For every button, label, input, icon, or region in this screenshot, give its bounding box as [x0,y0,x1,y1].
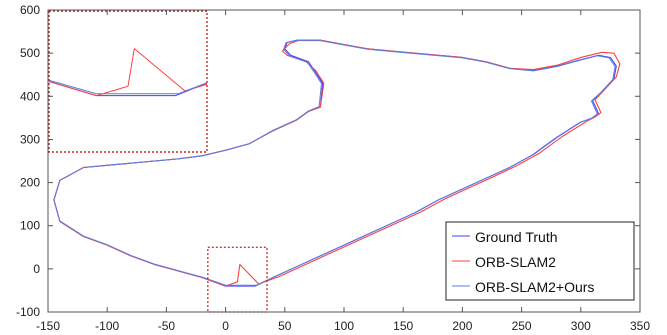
x-tick-label-0: -150 [36,319,60,333]
axis-layer: -150 -100 -50 0 50 100 150 200 250 300 350-1000100… [16,3,650,333]
x-tick-label-8: 250 [512,319,532,333]
x-tick-label-6: 150 [393,319,413,333]
y-tick-label-3: 200 [20,176,40,190]
y-tick-label-5: 400 [20,89,40,103]
y-tick-label-7: 600 [20,3,40,17]
x-tick-label-1: -100 [95,319,119,333]
legend-label-orb-slam2: ORB-SLAM2 [475,254,556,270]
x-tick-label-5: 100 [334,319,354,333]
legend-box [445,221,635,301]
x-tick-label-7: 200 [452,319,472,333]
y-tick-label-1: 0 [33,262,40,276]
zoom-inset-background [49,11,207,152]
zoom-inset-layer [48,10,268,313]
legend: Ground Truth ORB-SLAM2 ORB-SLAM2+Ours [445,221,635,301]
y-tick-label-0: -100 [16,305,40,319]
x-tick-label-3: 0 [222,319,229,333]
x-tick-label-10: 350 [630,319,650,333]
y-tick-label-2: 100 [20,219,40,233]
x-tick-label-2: -50 [158,319,176,333]
series-line-orb-slam2-ours [53,40,616,286]
zoom-inset-frame [48,10,208,153]
legend-label-ground-truth: Ground Truth [475,229,558,245]
x-tick-label-9: 300 [571,319,591,333]
legend-label-orb-slam2-ours: ORB-SLAM2+Ours [475,279,594,295]
x-tick-label-4: 50 [278,319,292,333]
y-tick-label-4: 300 [20,132,40,146]
y-tick-label-6: 500 [20,46,40,60]
